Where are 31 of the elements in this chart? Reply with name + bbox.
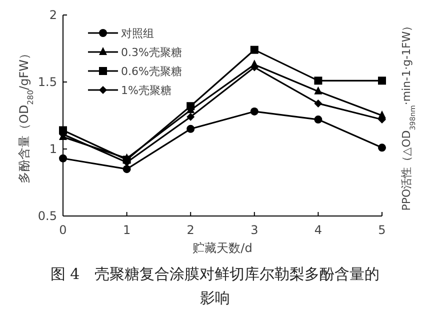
point (186, 124, 195, 133)
point (314, 99, 322, 108)
x-axis-title: 贮藏天数/d (192, 241, 252, 255)
point (250, 46, 258, 54)
y-tick-label: 2 (49, 8, 57, 22)
legend-label: 0.3%壳聚糖 (121, 46, 182, 59)
point (250, 107, 258, 116)
point (186, 112, 195, 121)
y-tick-label: 0.5 (38, 209, 57, 223)
x-tick-label: 3 (250, 223, 258, 237)
point (314, 86, 322, 94)
point (378, 144, 386, 152)
y-tick-label: 1.5 (38, 75, 57, 89)
point (314, 76, 322, 85)
point (122, 165, 131, 174)
point (59, 154, 67, 162)
x-tick-label: 0 (59, 223, 67, 237)
x-tick-label: 5 (378, 223, 386, 237)
legend-label: 1%壳聚糖 (121, 84, 172, 97)
point (378, 110, 386, 118)
point (314, 116, 322, 124)
caption: 图 4 壳聚糖复合涂膜对鲜切库尔勒梨多酚含量的影响 (49, 264, 381, 309)
y-tick-label: 1 (49, 142, 57, 156)
x-tick-label: 4 (314, 223, 322, 237)
x-tick-label: 2 (186, 223, 194, 237)
legend-label: 对照组 (121, 27, 154, 40)
point (378, 76, 386, 85)
legend-label: 0.6%壳聚糖 (121, 65, 182, 78)
x-tick-label: 1 (122, 223, 131, 237)
point (59, 126, 67, 134)
point (250, 60, 258, 68)
